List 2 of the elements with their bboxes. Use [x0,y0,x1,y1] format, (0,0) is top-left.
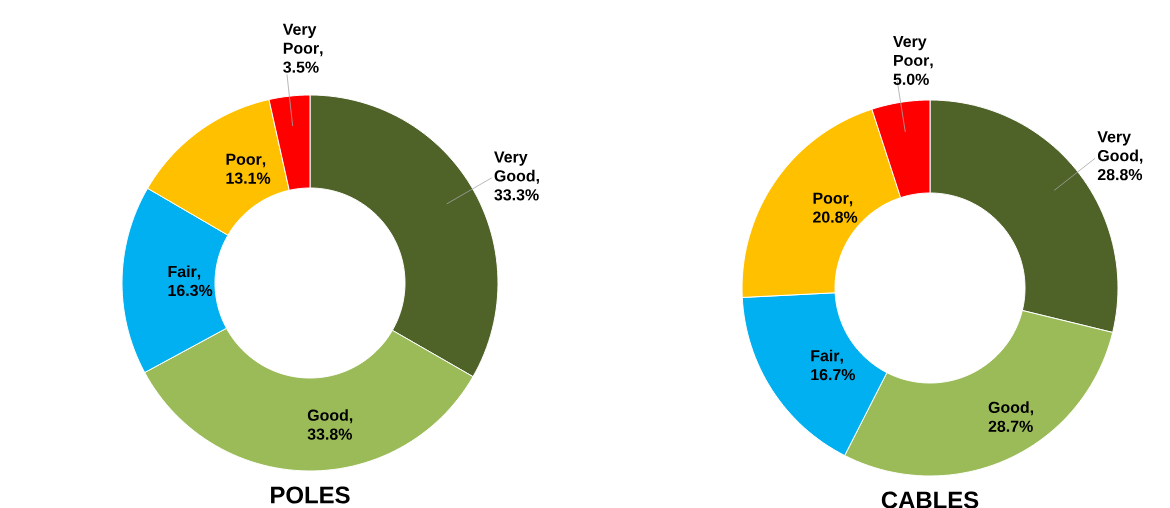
text: POLES [271,486,350,504]
text: CABLES [881,491,979,508]
